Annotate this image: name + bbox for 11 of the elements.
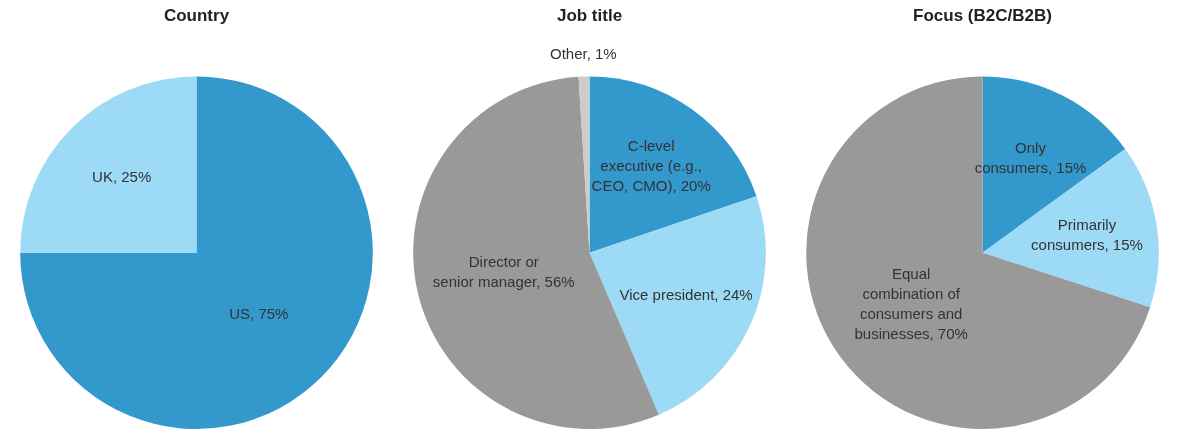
- slice-label: UK, 25%: [92, 168, 152, 186]
- chart-title: Job title: [556, 5, 623, 25]
- slice-label: Director or senior manager, 56%: [432, 253, 575, 291]
- slice-label: Vice president, 24%: [619, 285, 753, 303]
- slice-label: Primarily consumers, 15%: [1031, 216, 1143, 254]
- slice-label: Other, 1%: [549, 44, 617, 62]
- slice-label: US, 75%: [229, 305, 289, 323]
- chart-title: Focus (B2C/B2B): [913, 5, 1052, 25]
- slice-label: Equal combination of consumers and businesses, 70%: [854, 264, 968, 342]
- slice-label: C-level executive (e.g., CEO, CMO), 20%: [591, 136, 711, 194]
- chart-title: Country: [163, 5, 230, 25]
